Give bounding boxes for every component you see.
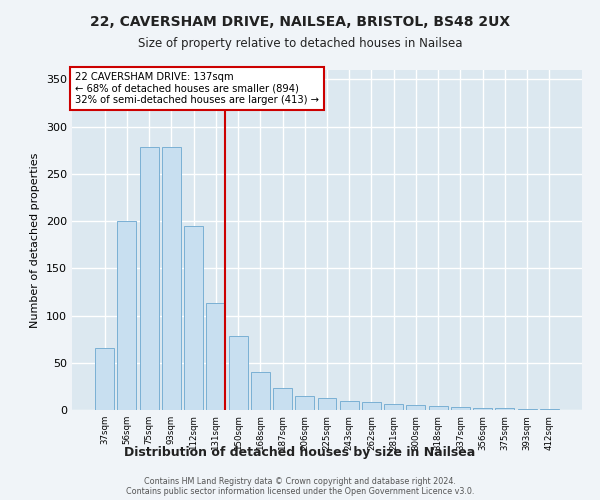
Bar: [406, 406, 425, 410]
Bar: [184, 226, 203, 410]
Text: Size of property relative to detached houses in Nailsea: Size of property relative to detached ho…: [138, 38, 462, 51]
Bar: [273, 388, 292, 410]
Text: Contains HM Land Registry data © Crown copyright and database right 2024.: Contains HM Land Registry data © Crown c…: [144, 476, 456, 486]
Text: 22 CAVERSHAM DRIVE: 137sqm
← 68% of detached houses are smaller (894)
32% of sem: 22 CAVERSHAM DRIVE: 137sqm ← 68% of deta…: [74, 72, 319, 105]
Bar: [95, 348, 114, 410]
Bar: [496, 408, 514, 410]
Bar: [251, 372, 270, 410]
Bar: [206, 304, 225, 410]
Text: Contains public sector information licensed under the Open Government Licence v3: Contains public sector information licen…: [126, 486, 474, 496]
Bar: [118, 221, 136, 410]
Bar: [473, 408, 492, 410]
Bar: [384, 404, 403, 410]
Bar: [340, 400, 359, 410]
Bar: [429, 406, 448, 410]
Bar: [518, 409, 536, 410]
Bar: [362, 402, 381, 410]
Bar: [317, 398, 337, 410]
Text: Distribution of detached houses by size in Nailsea: Distribution of detached houses by size …: [124, 446, 476, 459]
Y-axis label: Number of detached properties: Number of detached properties: [31, 152, 40, 328]
Bar: [140, 148, 158, 410]
Bar: [229, 336, 248, 410]
Bar: [162, 148, 181, 410]
Bar: [540, 409, 559, 410]
Bar: [295, 396, 314, 410]
Text: 22, CAVERSHAM DRIVE, NAILSEA, BRISTOL, BS48 2UX: 22, CAVERSHAM DRIVE, NAILSEA, BRISTOL, B…: [90, 15, 510, 29]
Bar: [451, 407, 470, 410]
